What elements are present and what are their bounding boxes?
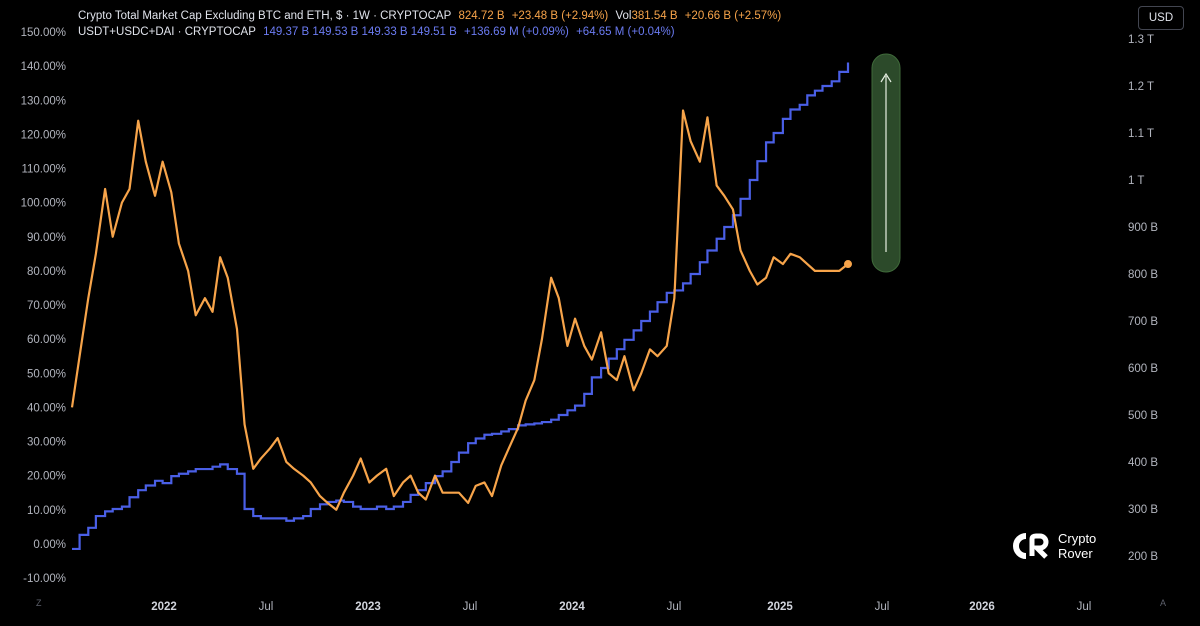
series2-change: +136.69 M (+0.09%) <box>464 26 569 38</box>
auto-scale-icon[interactable]: A <box>1160 598 1167 608</box>
x-tick-label: 2022 <box>151 601 177 613</box>
left-tick-label: 100.00% <box>21 198 66 210</box>
x-tick-label: Jul <box>667 601 682 613</box>
volume-label: Vol <box>615 10 632 22</box>
right-tick-label: 900 B <box>1128 222 1158 234</box>
x-tick-label: Jul <box>259 601 274 613</box>
logo-mark-icon <box>1013 533 1049 559</box>
x-tick-label: Jul <box>463 601 478 613</box>
left-tick-label: 70.00% <box>27 300 66 312</box>
left-tick-label: 50.00% <box>27 368 66 380</box>
logo-text: Crypto Rover <box>1058 531 1096 561</box>
right-tick-label: 1.3 T <box>1128 34 1154 46</box>
series1-title: Crypto Total Market Cap Excluding BTC an… <box>78 10 452 22</box>
left-tick-label: 90.00% <box>27 232 66 244</box>
x-tick-label: 2025 <box>767 601 793 613</box>
x-axis: 2022 Jul 2023 Jul 2024 Jul 2025 Jul 2026 Jul <box>151 601 1091 613</box>
right-tick-label: 400 B <box>1128 457 1158 469</box>
left-tick-label: 30.00% <box>27 437 66 449</box>
left-tick-label: -10.00% <box>23 573 66 585</box>
series2-values: 149.37 B 149.53 B 149.33 B 149.51 B <box>263 26 457 38</box>
currency-button[interactable]: USD <box>1138 6 1184 30</box>
right-tick-label: 600 B <box>1128 363 1158 375</box>
right-tick-label: 500 B <box>1128 410 1158 422</box>
series1-value: 824.72 B <box>458 10 505 22</box>
x-tick-label: 2026 <box>969 601 995 613</box>
left-tick-label: 130.00% <box>21 95 66 107</box>
logo-line-2: Rover <box>1058 546 1093 561</box>
last-value-dot <box>844 260 852 269</box>
right-tick-label: 1 T <box>1128 175 1144 187</box>
series-line-altcoin-cap <box>70 109 849 511</box>
right-tick-label: 200 B <box>1128 551 1158 563</box>
left-tick-label: 120.00% <box>21 129 66 141</box>
right-tick-label: 800 B <box>1128 269 1158 281</box>
left-tick-label: 10.00% <box>27 505 66 517</box>
series-line-stablecoins <box>72 62 850 551</box>
zoom-icon[interactable]: Z <box>36 598 42 608</box>
left-axis: 150.00% 140.00% 130.00% 120.00% 110.00% 100.0… <box>21 27 66 585</box>
left-tick-label: 140.00% <box>21 61 66 73</box>
left-tick-label: 80.00% <box>27 266 66 278</box>
series-layer <box>70 62 852 551</box>
left-tick-label: 40.00% <box>27 402 66 414</box>
right-tick-label: 300 B <box>1128 504 1158 516</box>
series1-change: +23.48 B (+2.94%) <box>511 10 609 22</box>
left-tick-label: 60.00% <box>27 334 66 346</box>
arrow-head-icon <box>880 72 892 83</box>
right-tick-label: 1.2 T <box>1128 81 1154 93</box>
legend-series-2[interactable]: USDT+USDC+DAI · CRYPTOCAP 149.37 B 149.5… <box>78 26 679 38</box>
logo-line-1: Crypto <box>1058 531 1097 546</box>
x-tick-label: Jul <box>875 601 890 613</box>
growth-arrow <box>871 53 901 273</box>
volume-value: 381.54 B <box>631 10 678 22</box>
volume-change: +20.66 B (+2.57%) <box>684 10 782 22</box>
x-tick-label: Jul <box>1077 601 1092 613</box>
right-tick-label: 700 B <box>1128 316 1158 328</box>
series2-change-2: +64.65 M (+0.04%) <box>576 26 675 38</box>
left-tick-label: 20.00% <box>27 471 66 483</box>
right-tick-label: 1.1 T <box>1128 128 1154 140</box>
crypto-rover-logo: Crypto Rover <box>1010 530 1096 562</box>
right-axis: 1.3 T 1.2 T 1.1 T 1 T 900 B 800 B 700 B 600 B 50… <box>1128 34 1158 563</box>
x-tick-label: 2023 <box>355 601 381 613</box>
left-tick-label: 150.00% <box>21 27 66 39</box>
left-tick-label: 0.00% <box>33 539 66 551</box>
left-tick-label: 110.00% <box>21 164 66 176</box>
series2-title: USDT+USDC+DAI · CRYPTOCAP <box>78 26 256 38</box>
x-tick-label: 2024 <box>559 601 585 613</box>
legend-series-1[interactable]: Crypto Total Market Cap Excluding BTC an… <box>78 10 785 22</box>
